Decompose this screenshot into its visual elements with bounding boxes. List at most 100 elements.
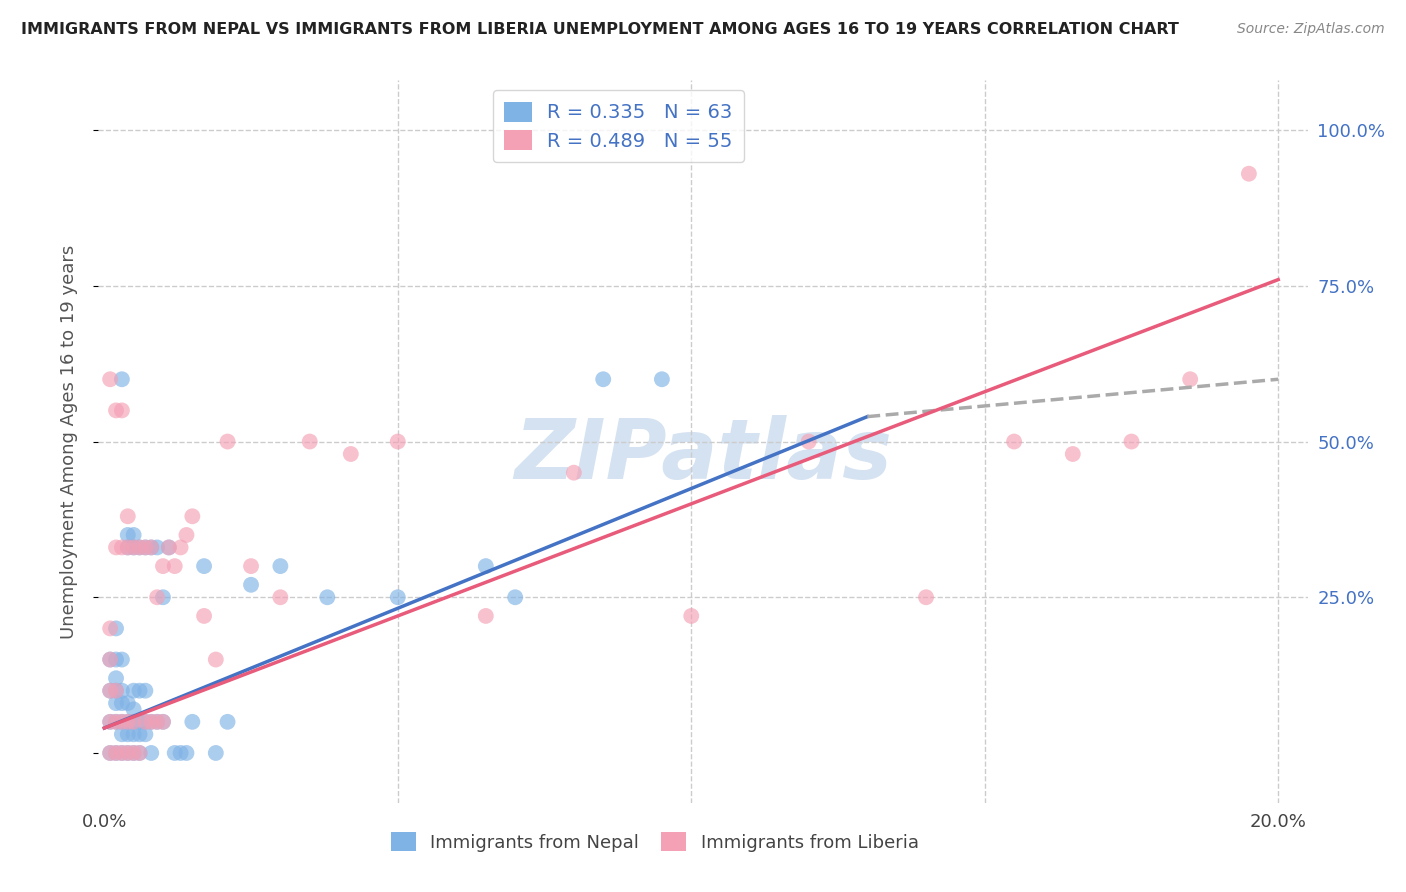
Point [269,591,291,605]
Point [117,528,139,542]
Point [134,683,156,698]
Point [128,683,150,698]
Point [176,746,198,760]
Point [128,541,150,555]
Point [204,652,226,666]
Point [105,403,128,417]
Point [128,727,150,741]
Point [105,683,128,698]
Point [1062,447,1084,461]
Point [98,714,121,729]
Point [122,683,145,698]
Point [134,541,156,555]
Point [105,714,128,729]
Point [681,609,703,624]
Point [503,591,526,605]
Point [128,714,150,729]
Point [122,702,145,716]
Point [98,683,121,698]
Point [1121,434,1143,449]
Point [98,746,121,760]
Point [387,434,409,449]
Point [176,528,198,542]
Point [122,727,145,741]
Point [152,591,174,605]
Point [217,434,239,449]
Point [111,714,134,729]
Y-axis label: Unemployment Among Ages 16 to 19 years: Unemployment Among Ages 16 to 19 years [59,244,77,639]
Point [204,746,226,760]
Point [163,559,186,574]
Point [152,714,174,729]
Point [797,434,820,449]
Point [105,652,128,666]
Point [146,591,169,605]
Point [105,696,128,710]
Point [122,528,145,542]
Point [117,714,139,729]
Point [117,541,139,555]
Point [217,714,239,729]
Text: Source: ZipAtlas.com: Source: ZipAtlas.com [1237,22,1385,37]
Point [111,696,134,710]
Point [111,652,134,666]
Point [181,509,204,524]
Point [117,509,139,524]
Point [111,746,134,760]
Point [134,541,156,555]
Point [111,372,134,386]
Point [111,714,134,729]
Point [146,714,169,729]
Point [163,746,186,760]
Point [141,541,163,555]
Point [181,714,204,729]
Point [193,609,215,624]
Point [128,746,150,760]
Point [105,746,128,760]
Point [141,714,163,729]
Point [98,714,121,729]
Point [98,746,121,760]
Point [98,372,121,386]
Point [122,746,145,760]
Point [105,746,128,760]
Point [122,541,145,555]
Point [134,714,156,729]
Point [240,578,263,592]
Point [141,746,163,760]
Point [111,403,134,417]
Point [105,683,128,698]
Point [141,541,163,555]
Point [915,591,938,605]
Point [1180,372,1202,386]
Point [111,683,134,698]
Point [146,714,169,729]
Point [122,714,145,729]
Point [98,683,121,698]
Point [1237,167,1260,181]
Point [141,714,163,729]
Point [562,466,585,480]
Point [146,541,169,555]
Point [592,372,614,386]
Point [152,714,174,729]
Point [387,591,409,605]
Point [128,746,150,760]
Point [122,746,145,760]
Point [157,541,180,555]
Point [169,746,191,760]
Point [105,541,128,555]
Text: ZIPatlas: ZIPatlas [515,416,891,497]
Point [122,541,145,555]
Point [105,671,128,685]
Point [117,541,139,555]
Point [117,696,139,710]
Point [105,621,128,635]
Point [98,652,121,666]
Point [134,727,156,741]
Point [475,609,498,624]
Point [111,746,134,760]
Point [651,372,673,386]
Point [117,746,139,760]
Point [122,714,145,729]
